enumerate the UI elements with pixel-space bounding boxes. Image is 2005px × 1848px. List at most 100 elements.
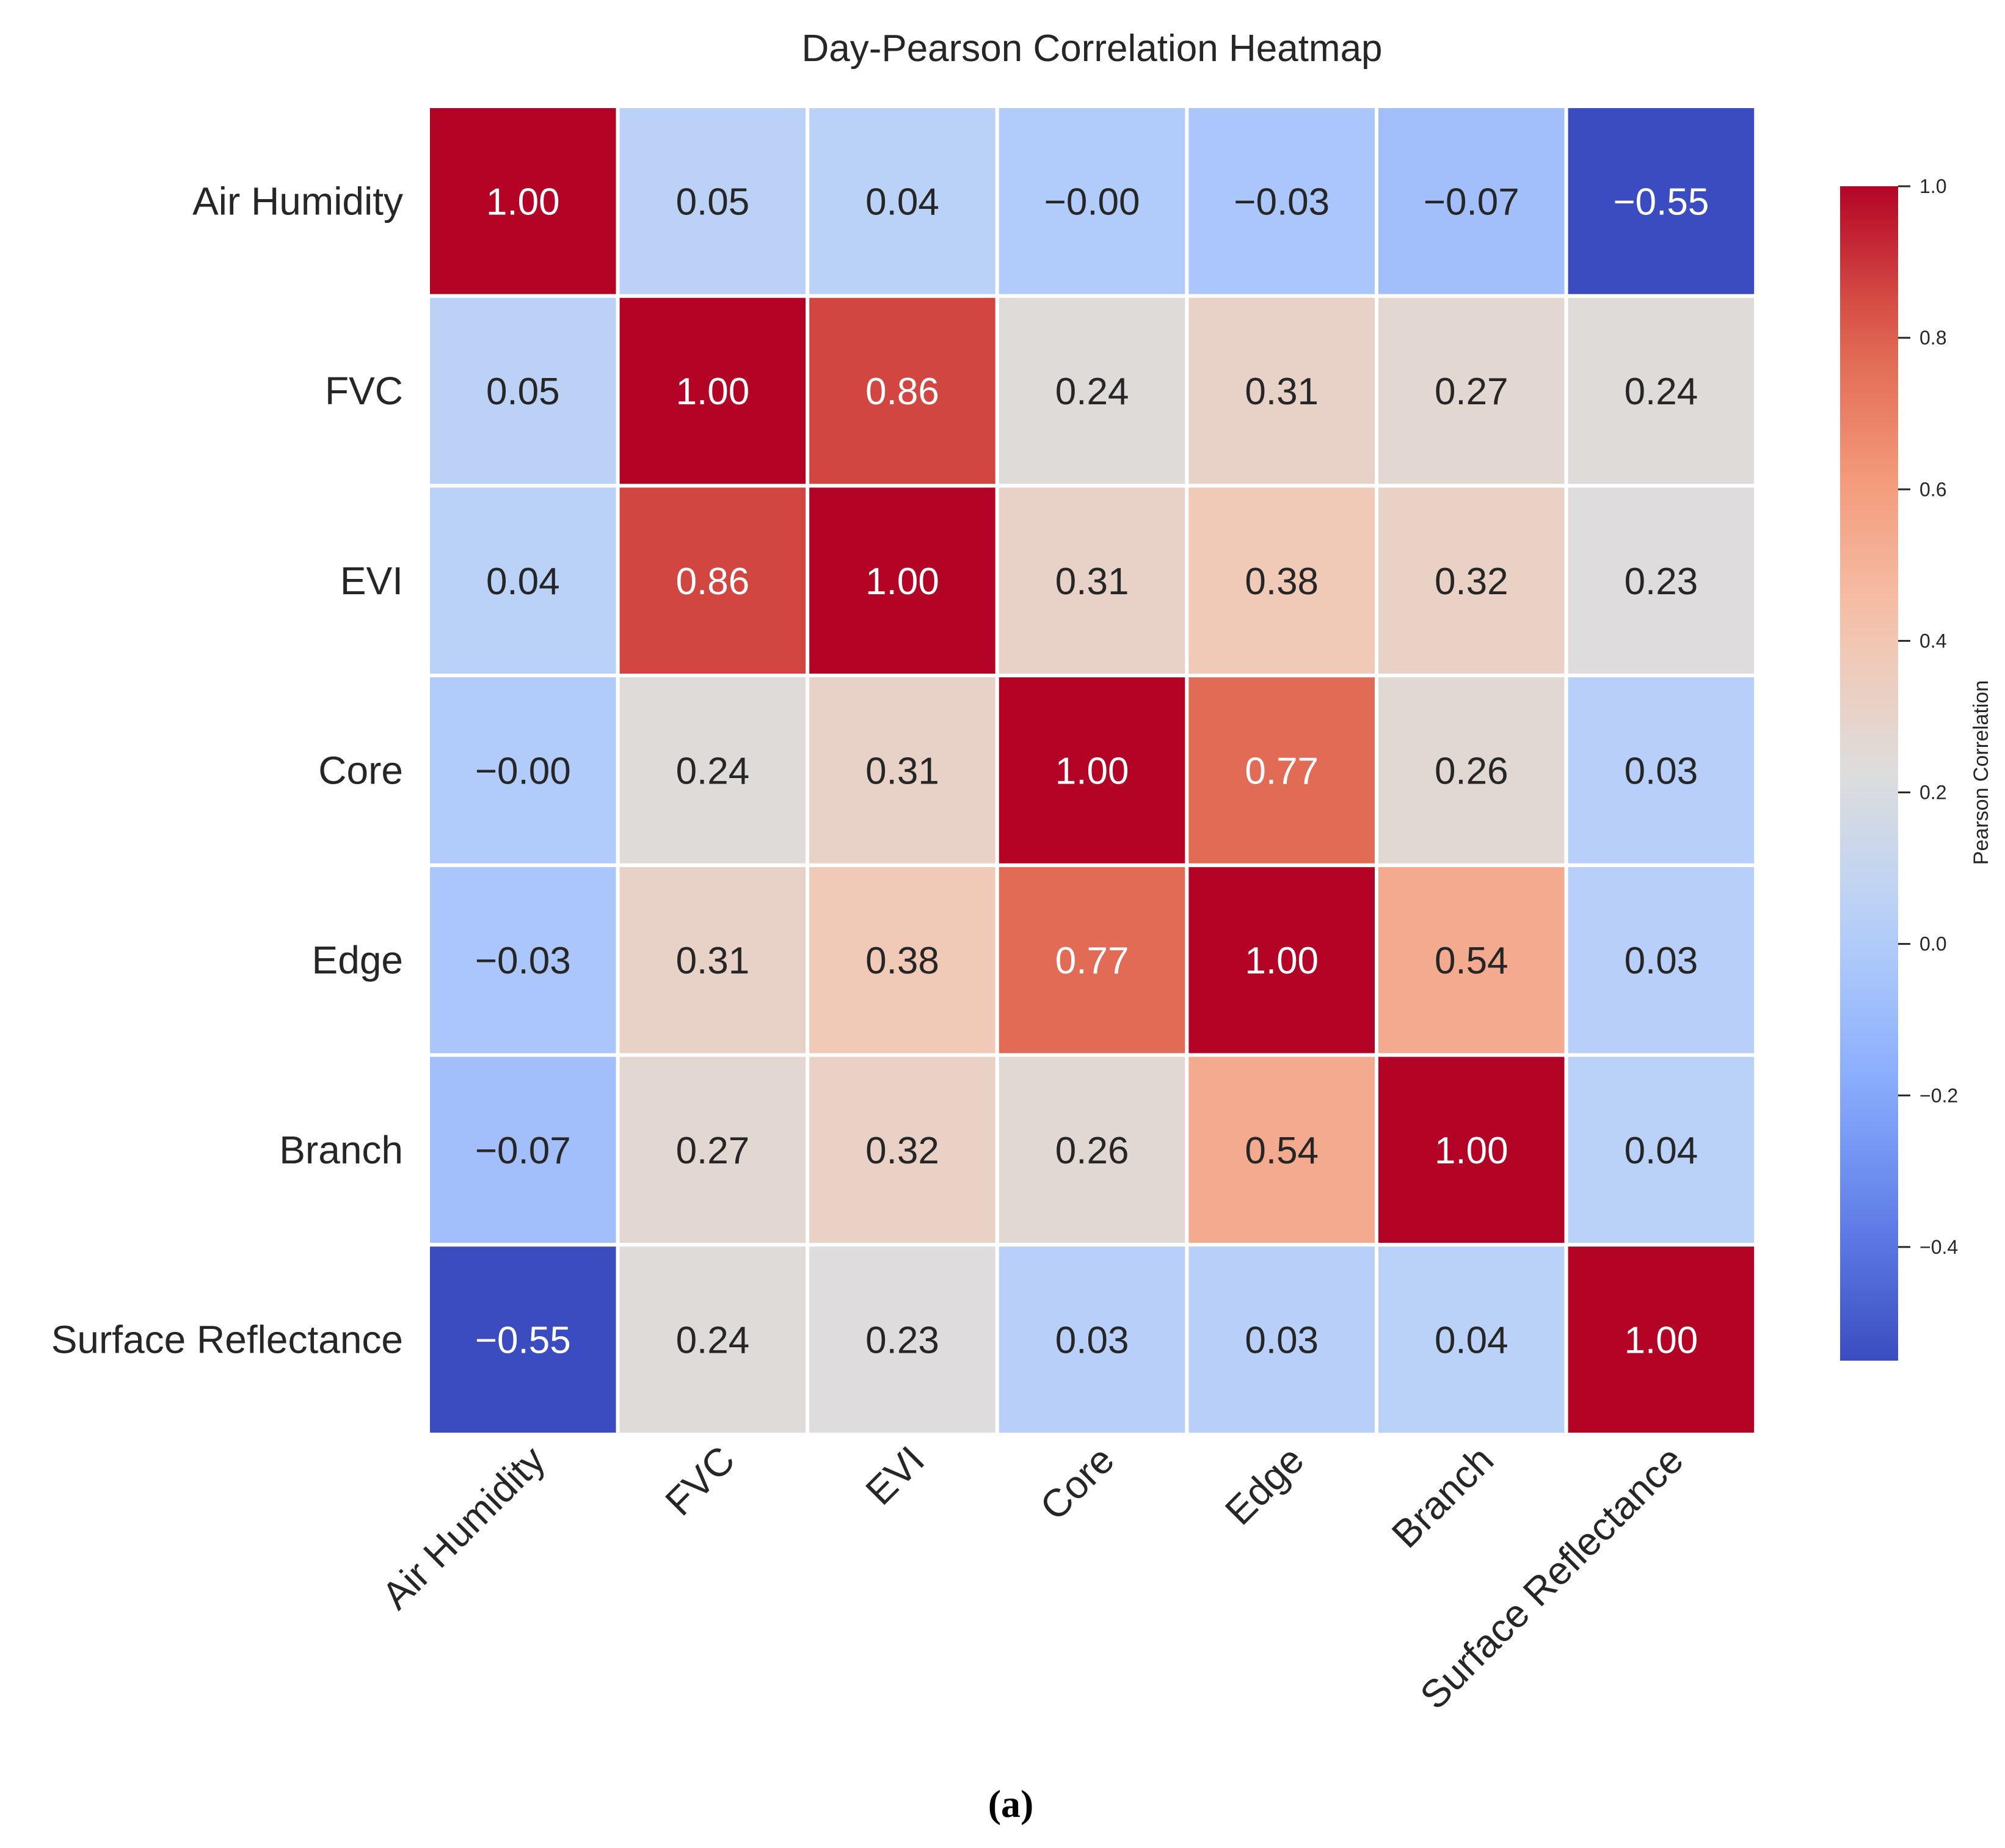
cell-value-label: −0.03 (475, 940, 571, 982)
cell-value-label: 0.31 (1055, 561, 1129, 603)
cell-value-label: −0.07 (1424, 181, 1519, 223)
colorbar-tick-label: −0.2 (1919, 1085, 1958, 1107)
heatmap-cell (1185, 294, 1379, 488)
heatmap-cell (426, 1243, 620, 1436)
cell-value-label: 0.77 (1245, 750, 1319, 792)
cell-value-label: 0.03 (1055, 1320, 1129, 1362)
cell-value-label: −0.07 (475, 1130, 571, 1172)
row-label: Core (318, 748, 403, 792)
row-label: Air Humidity (192, 179, 403, 223)
colorbar-tick-label: 0.8 (1919, 327, 1946, 349)
cell-value-label: 0.31 (1245, 371, 1319, 413)
cell-value-label: 0.31 (865, 750, 939, 792)
cell-value-label: 0.24 (1625, 371, 1698, 413)
cell-value-label: −0.03 (1234, 181, 1330, 223)
cell-value-label: 1.00 (486, 181, 560, 223)
heatmap-cell (806, 294, 999, 488)
cell-value-label: 0.77 (1055, 940, 1129, 982)
heatmap-cell (1185, 1243, 1379, 1436)
cell-value-label: −0.00 (475, 750, 571, 792)
cell-value-label: 0.26 (1055, 1130, 1129, 1172)
row-label: Branch (279, 1128, 403, 1172)
heatmap-cells: 1.00 0.05 0.04 −0.00 −0.03 −0.07 −0.55 0.05 1.00… (426, 104, 1758, 1436)
cell-value-label: 0.03 (1625, 940, 1698, 982)
colorbar-tick-label: −0.4 (1919, 1236, 1958, 1258)
row-label: Edge (312, 938, 403, 982)
cell-value-label: 0.86 (865, 371, 939, 413)
heatmap-cell (1375, 484, 1568, 678)
cell-value-label: −0.55 (1613, 181, 1709, 223)
column-label: FVC (657, 1438, 743, 1524)
cell-value-label: 0.54 (1245, 1130, 1319, 1172)
row-label: Surface Reflectance (51, 1318, 403, 1362)
heatmap-cell (1564, 484, 1758, 678)
colorbar (1840, 186, 1898, 1361)
heatmap-cell (1185, 1053, 1379, 1247)
cell-value-label: 0.24 (676, 1320, 750, 1362)
heatmap-cell (995, 1053, 1189, 1247)
colorbar-label: Pearson Correlation (1970, 680, 1993, 865)
cell-value-label: −0.55 (475, 1320, 571, 1362)
heatmap-cell (806, 1243, 999, 1436)
column-label: EVI (857, 1438, 933, 1513)
cell-value-label: 0.86 (676, 561, 750, 603)
cell-value-label: 0.38 (1245, 561, 1319, 603)
heatmap-cell (995, 484, 1189, 678)
heatmap-cell (1564, 1053, 1758, 1247)
colorbar-tick-label: 0.0 (1919, 933, 1946, 955)
cell-value-label: 0.04 (1625, 1130, 1698, 1172)
heatmap-cell (1375, 674, 1568, 867)
heatmap-cell (616, 674, 810, 867)
cell-value-label: 0.03 (1245, 1320, 1319, 1362)
cell-value-label: 0.03 (1625, 750, 1698, 792)
row-labels: Air Humidity FVC EVI Core Edge Branch Surface … (51, 179, 403, 1361)
cell-value-label: 0.31 (676, 940, 750, 982)
cell-value-label: 0.04 (1435, 1320, 1508, 1362)
cell-value-label: 0.05 (486, 371, 560, 413)
heatmap-cell (426, 104, 620, 298)
colorbar-tick-label: 0.6 (1919, 478, 1946, 500)
row-label: EVI (340, 559, 403, 603)
cell-value-label: 0.04 (486, 561, 560, 603)
cell-value-label: 0.54 (1435, 940, 1508, 982)
cell-value-label: 1.00 (1435, 1130, 1508, 1172)
heatmap-cell (806, 484, 999, 678)
heatmap-cell (806, 863, 999, 1057)
cell-value-label: 0.38 (865, 940, 939, 982)
heatmap-cell (995, 674, 1189, 867)
cell-value-label: 1.00 (676, 371, 750, 413)
column-label: Air Humidity (373, 1438, 553, 1618)
heatmap-cell (616, 484, 810, 678)
cell-value-label: 0.23 (865, 1320, 939, 1362)
cell-value-label: 1.00 (1245, 940, 1319, 982)
heatmap-cell (616, 1053, 810, 1247)
heatmap-cell (616, 104, 810, 298)
cell-value-label: 1.00 (865, 561, 939, 603)
colorbar-tick-label: 1.0 (1919, 175, 1946, 197)
heatmap-cell (426, 1053, 620, 1247)
heatmap-cell (1564, 674, 1758, 867)
cell-value-label: −0.00 (1044, 181, 1140, 223)
column-label: Branch (1383, 1438, 1502, 1556)
figure-caption: (a) (988, 1782, 1034, 1825)
colorbar-tick-label: 0.4 (1919, 630, 1946, 652)
cell-value-label: 0.05 (676, 181, 750, 223)
chart-title: Day-Pearson Correlation Heatmap (801, 27, 1382, 70)
cell-value-label: 0.32 (1435, 561, 1508, 603)
heatmap-cell (426, 863, 620, 1057)
cell-value-label: 0.23 (1625, 561, 1698, 603)
column-labels: Air Humidity FVC EVI Core Edge BranchSurface … (373, 1438, 1691, 1717)
cell-value-label: 0.24 (1055, 371, 1129, 413)
cell-value-label: 0.24 (676, 750, 750, 792)
cell-value-label: 1.00 (1625, 1320, 1698, 1362)
heatmap-cell (1564, 1243, 1758, 1436)
heatmap-cell (426, 674, 620, 867)
heatmap-cell (806, 104, 999, 298)
heatmap-cell (1375, 1243, 1568, 1436)
row-label: FVC (325, 369, 403, 413)
column-label: Edge (1217, 1438, 1312, 1533)
cell-value-label: 0.04 (865, 181, 939, 223)
column-label: Core (1032, 1438, 1123, 1529)
heatmap-cell (426, 294, 620, 488)
